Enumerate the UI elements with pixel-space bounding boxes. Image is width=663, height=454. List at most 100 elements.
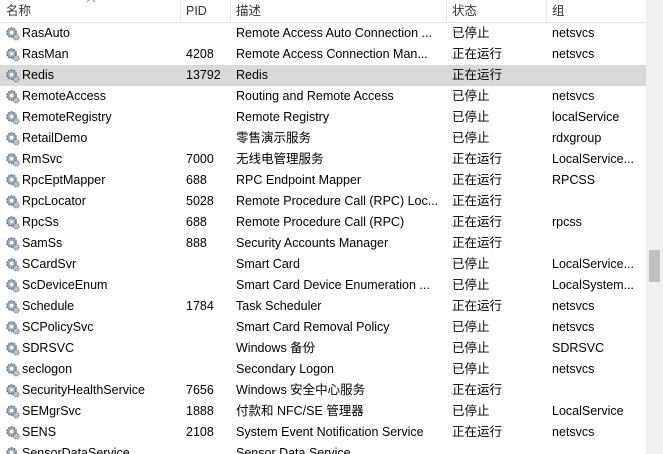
service-row[interactable]: RpcSs 688 Remote Procedure Call (RPC) 正在运行 r… [0,212,646,233]
service-icon [6,69,20,83]
service-icon [6,216,20,230]
service-icon [6,279,20,293]
group: netsvcs [552,26,595,40]
description: Remote Procedure Call (RPC) Loc... [236,194,439,208]
description: Secondary Logon [236,362,334,376]
service-row[interactable]: SCardSvr Smart Card 已停止 LocalService... [0,254,646,275]
header-description[interactable]: 描述 [236,4,262,18]
service-name: SensorDataService [22,446,130,454]
description: Routing and Remote Access [236,89,394,103]
service-row[interactable]: RemoteRegistry Remote Registry 已停止 localSer… [0,107,646,128]
group: rpcss [552,215,582,229]
service-row[interactable]: SamSs 888 Security Accounts Manager 正在运行 [0,233,646,254]
service-name: SecurityHealthService [22,383,145,397]
service-row[interactable]: RemoteAccess Routing and Remote Access 已停止… [0,86,646,107]
group: netsvcs [552,89,595,103]
status: 正在运行 [452,173,503,187]
service-row[interactable]: Redis 13792 Redis 正在运行 [0,65,646,86]
header-name[interactable]: 名称 [6,4,32,18]
status: 正在运行 [452,194,503,208]
service-icon [6,90,20,104]
status: 正在运行 [452,236,503,250]
description: Remote Access Auto Connection ... [236,26,432,40]
service-row[interactable]: RasAuto Remote Access Auto Connection ...… [0,23,646,44]
status: 已停止 [452,362,490,376]
description: System Event Notification Service [236,425,424,439]
group: LocalService... [552,152,634,166]
service-row[interactable]: RmSvc 7000 无线电管理服务 正在运行 LocalService... [0,149,646,170]
status: 已停止 [452,26,490,40]
service-row[interactable]: RpcEptMapper 688 RPC Endpoint Mapper 正在运行 RP… [0,170,646,191]
service-row[interactable]: seclogon Secondary Logon 已停止 netsvcs [0,359,646,380]
group: netsvcs [552,362,595,376]
service-icon [6,447,17,454]
pid: 7656 [186,383,214,397]
service-name: Schedule [22,299,75,313]
status: 已停止 [452,404,490,418]
group: RPCSS [552,173,596,187]
service-icon [6,132,20,146]
service-row[interactable]: RpcLocator 5028 Remote Procedure Call (RPC… [0,191,646,212]
service-row[interactable]: SENS 2108 System Event Notification Servic… [0,422,646,443]
service-name: seclogon [22,362,73,376]
group: LocalSystem... [552,278,634,292]
description: Smart Card [236,257,300,271]
group: netsvcs [552,425,595,439]
header-status[interactable]: 状态 [452,4,478,18]
service-name: RpcSs [22,215,59,229]
description: Sensor Data Service [236,446,351,454]
service-icon [6,321,20,335]
service-name: SCardSvr [22,257,77,271]
pid: 5028 [186,194,214,208]
service-name: SENS [22,425,57,439]
service-icon [6,258,20,272]
description: Windows 备份 [236,341,316,355]
service-row[interactable]: RasMan 4208 Remote Access Connection Man..… [0,44,646,65]
service-name: RpcEptMapper [22,173,106,187]
scrollbar[interactable] [646,0,663,454]
pid: 1888 [186,404,214,418]
service-row[interactable]: SCPolicySvc Smart Card Removal Policy 已停止 n… [0,317,646,338]
service-row[interactable]: RetailDemo 零售演示服务 已停止 rdxgroup [0,128,646,149]
service-row[interactable]: SEMgrSvc 1888 付款和 NFC/SE 管理器 已停止 LocalServic… [0,401,646,422]
status: 已停止 [452,257,490,271]
description: Smart Card Removal Policy [236,320,390,334]
service-row[interactable]: SecurityHealthService 7656 Windows 安全中心服务 正… [0,380,646,401]
pid: 688 [186,215,207,229]
service-name: SDRSVC [22,341,75,355]
description: Redis [236,68,268,82]
service-row[interactable]: ScDeviceEnum Smart Card Device Enumeratio… [0,275,646,296]
scroll-thumb[interactable] [649,250,660,282]
description: Remote Procedure Call (RPC) [236,215,405,229]
service-icon [6,27,20,41]
pid: 2108 [186,425,214,439]
service-name: RasMan [22,47,69,61]
description: 无线电管理服务 [236,152,324,166]
description: Task Scheduler [236,299,322,313]
service-row[interactable]: SensorDataService Sensor Data Service [0,443,646,454]
service-name: RemoteAccess [22,89,107,103]
service-name: SamSs [22,236,63,250]
group: LocalService [552,404,624,418]
group: netsvcs [552,320,595,334]
column-separator [446,0,447,22]
group: localService [552,110,620,124]
group: rdxgroup [552,131,602,145]
service-icon [6,153,20,167]
service-name: ScDeviceEnum [22,278,108,292]
service-name: RetailDemo [22,131,88,145]
status: 已停止 [452,110,490,124]
sort-arrow [86,0,96,3]
status: 已停止 [452,89,490,103]
pid: 888 [186,236,207,250]
pid: 688 [186,173,207,187]
header-group[interactable]: 组 [552,4,565,18]
pid: 1784 [186,299,214,313]
status: 正在运行 [452,47,503,61]
service-icon [6,405,20,419]
service-row[interactable]: SDRSVC Windows 备份 已停止 SDRSVC [0,338,646,359]
group: netsvcs [552,47,595,61]
service-row[interactable]: Schedule 1784 Task Scheduler 正在运行 netsvcs [0,296,646,317]
status: 正在运行 [452,215,503,229]
header-pid[interactable]: PID [186,4,207,18]
